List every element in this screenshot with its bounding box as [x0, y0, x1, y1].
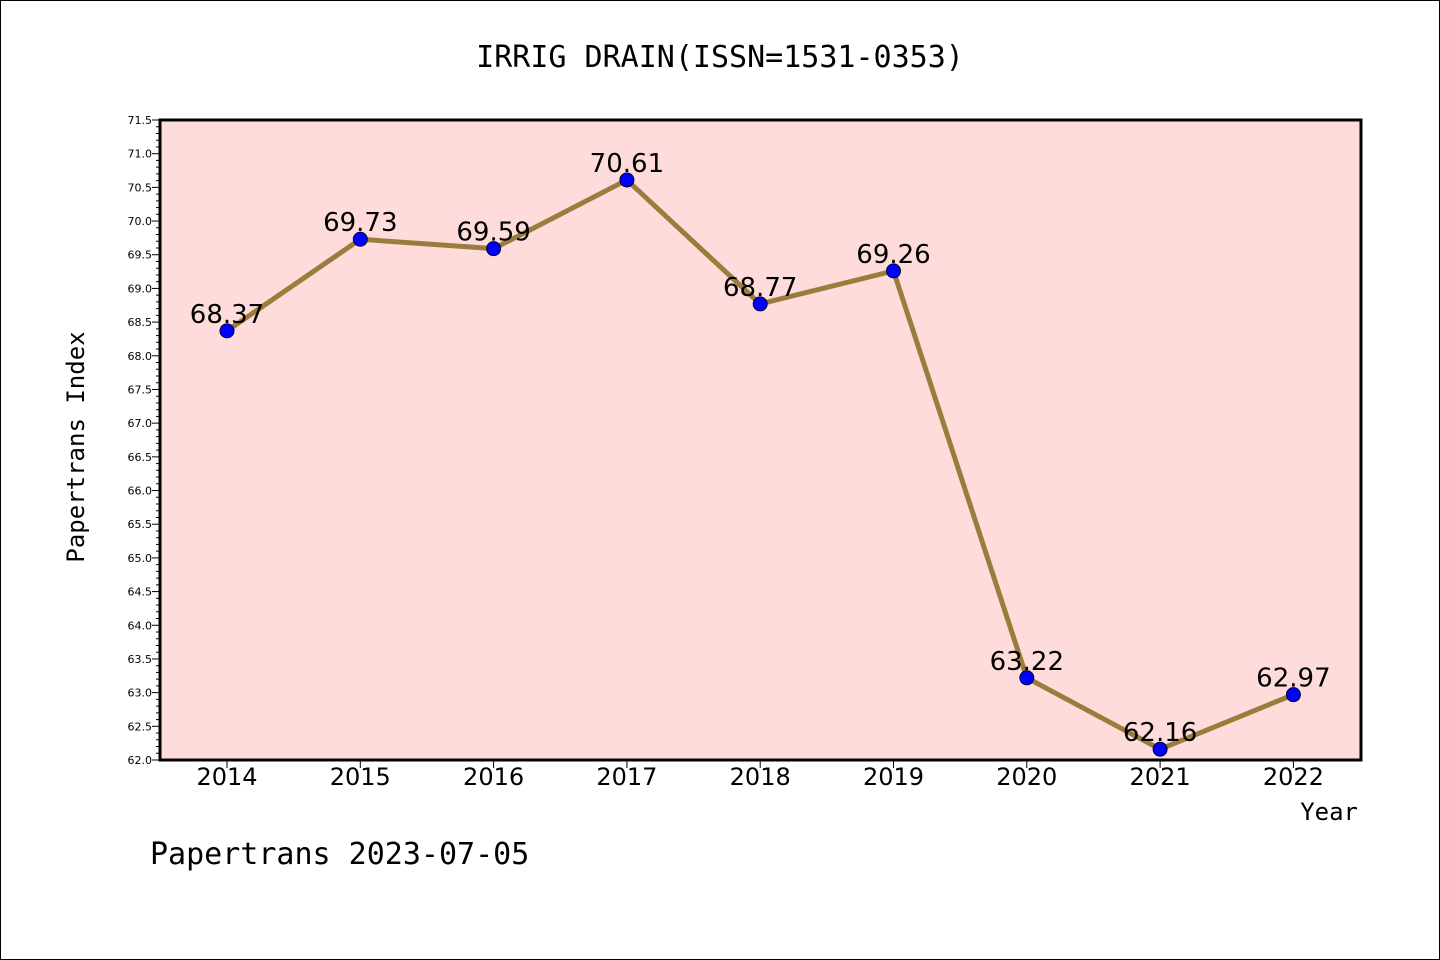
y-tick-label: 69.5 — [128, 249, 153, 262]
x-tick-label: 2021 — [1130, 763, 1191, 791]
data-point-label: 68.77 — [723, 273, 797, 303]
data-point — [1019, 670, 1035, 686]
x-tick-label: 2022 — [1263, 763, 1324, 791]
x-tick-label: 2016 — [463, 763, 524, 791]
y-tick-label: 70.5 — [128, 181, 153, 194]
y-tick-label: 68.0 — [128, 350, 153, 363]
data-labels: 68.37 69.73 69.59 70.61 68.77 69.26 63.22 62.16… — [190, 149, 1331, 748]
data-point-label: 70.61 — [590, 149, 664, 179]
x-tick-label: 2019 — [863, 763, 924, 791]
y-tick-label: 67.0 — [128, 417, 153, 430]
data-point — [619, 172, 635, 188]
y-tick-label: 66.0 — [128, 485, 153, 498]
x-tick-label: 2018 — [730, 763, 791, 791]
y-tick-label: 64.0 — [128, 619, 153, 632]
data-point — [219, 323, 235, 339]
data-point-label: 62.16 — [1123, 718, 1197, 748]
data-point — [486, 241, 502, 257]
data-point — [1152, 741, 1168, 757]
y-tick-label: 64.5 — [128, 586, 153, 599]
y-tick-label: 63.5 — [128, 653, 153, 666]
y-tick-label: 66.5 — [128, 451, 153, 464]
y-tick-label: 67.5 — [128, 383, 153, 396]
y-axis-ticks: 62.0 62.5 63.0 63.5 64.0 64.5 65.0 65.5 66.0 66.5… — [128, 114, 160, 767]
y-tick-label: 69.0 — [128, 282, 153, 295]
chart-title: IRRIG DRAIN(ISSN=1531-0353) — [476, 40, 964, 75]
data-point-label: 69.26 — [856, 240, 930, 270]
x-tick-label: 2014 — [196, 763, 257, 791]
data-point — [886, 263, 901, 279]
x-axis-title: Year — [1300, 798, 1358, 826]
x-axis-ticks: 2014 2015 2016 2017 2018 2019 2020 2021 2022 — [196, 760, 1324, 791]
data-point-label: 69.73 — [323, 208, 397, 238]
data-point-label: 68.37 — [190, 300, 264, 330]
x-tick-label: 2015 — [330, 763, 391, 791]
y-tick-label: 62.5 — [128, 720, 153, 733]
x-tick-label: 2020 — [996, 763, 1057, 791]
y-tick-label: 62.0 — [128, 754, 153, 767]
y-tick-label: 71.0 — [128, 148, 153, 161]
y-tick-label: 63.0 — [128, 687, 153, 700]
y-tick-label: 65.0 — [128, 552, 153, 565]
data-point-label: 69.59 — [456, 218, 530, 248]
y-tick-label: 65.5 — [128, 518, 153, 531]
data-point — [352, 231, 368, 247]
y-axis-title: Papertrans Index — [62, 331, 90, 562]
series-markers — [219, 172, 1301, 757]
y-tick-label: 71.5 — [128, 114, 153, 127]
data-point-label: 62.97 — [1256, 664, 1330, 694]
x-tick-label: 2017 — [596, 763, 657, 791]
plot-border — [158, 118, 1363, 762]
y-tick-label: 68.5 — [128, 316, 153, 329]
plot-area — [160, 120, 1361, 760]
y-tick-label: 70.0 — [128, 215, 153, 228]
footer-date-stamp: Papertrans 2023-07-05 — [150, 837, 529, 872]
data-point-label: 63.22 — [990, 647, 1064, 677]
data-point — [1285, 687, 1301, 703]
data-point — [752, 296, 768, 312]
